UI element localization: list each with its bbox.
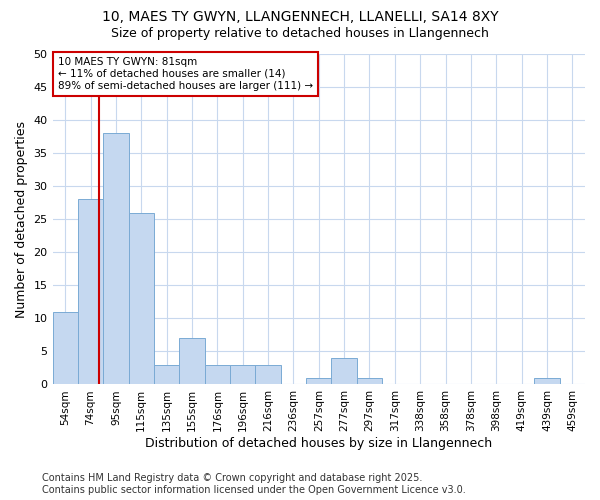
- Text: Contains HM Land Registry data © Crown copyright and database right 2025.
Contai: Contains HM Land Registry data © Crown c…: [42, 474, 466, 495]
- Bar: [306, 378, 331, 384]
- Y-axis label: Number of detached properties: Number of detached properties: [15, 120, 28, 318]
- Bar: [179, 338, 205, 384]
- Bar: [53, 312, 78, 384]
- Bar: [534, 378, 560, 384]
- Text: 10, MAES TY GWYN, LLANGENNECH, LLANELLI, SA14 8XY: 10, MAES TY GWYN, LLANGENNECH, LLANELLI,…: [101, 10, 499, 24]
- Bar: [128, 212, 154, 384]
- Bar: [103, 134, 128, 384]
- X-axis label: Distribution of detached houses by size in Llangennech: Distribution of detached houses by size …: [145, 437, 493, 450]
- Text: Size of property relative to detached houses in Llangennech: Size of property relative to detached ho…: [111, 28, 489, 40]
- Bar: [256, 364, 281, 384]
- Text: 10 MAES TY GWYN: 81sqm
← 11% of detached houses are smaller (14)
89% of semi-det: 10 MAES TY GWYN: 81sqm ← 11% of detached…: [58, 58, 313, 90]
- Bar: [331, 358, 357, 384]
- Bar: [205, 364, 230, 384]
- Bar: [357, 378, 382, 384]
- Bar: [154, 364, 179, 384]
- Bar: [230, 364, 256, 384]
- Bar: [78, 200, 103, 384]
